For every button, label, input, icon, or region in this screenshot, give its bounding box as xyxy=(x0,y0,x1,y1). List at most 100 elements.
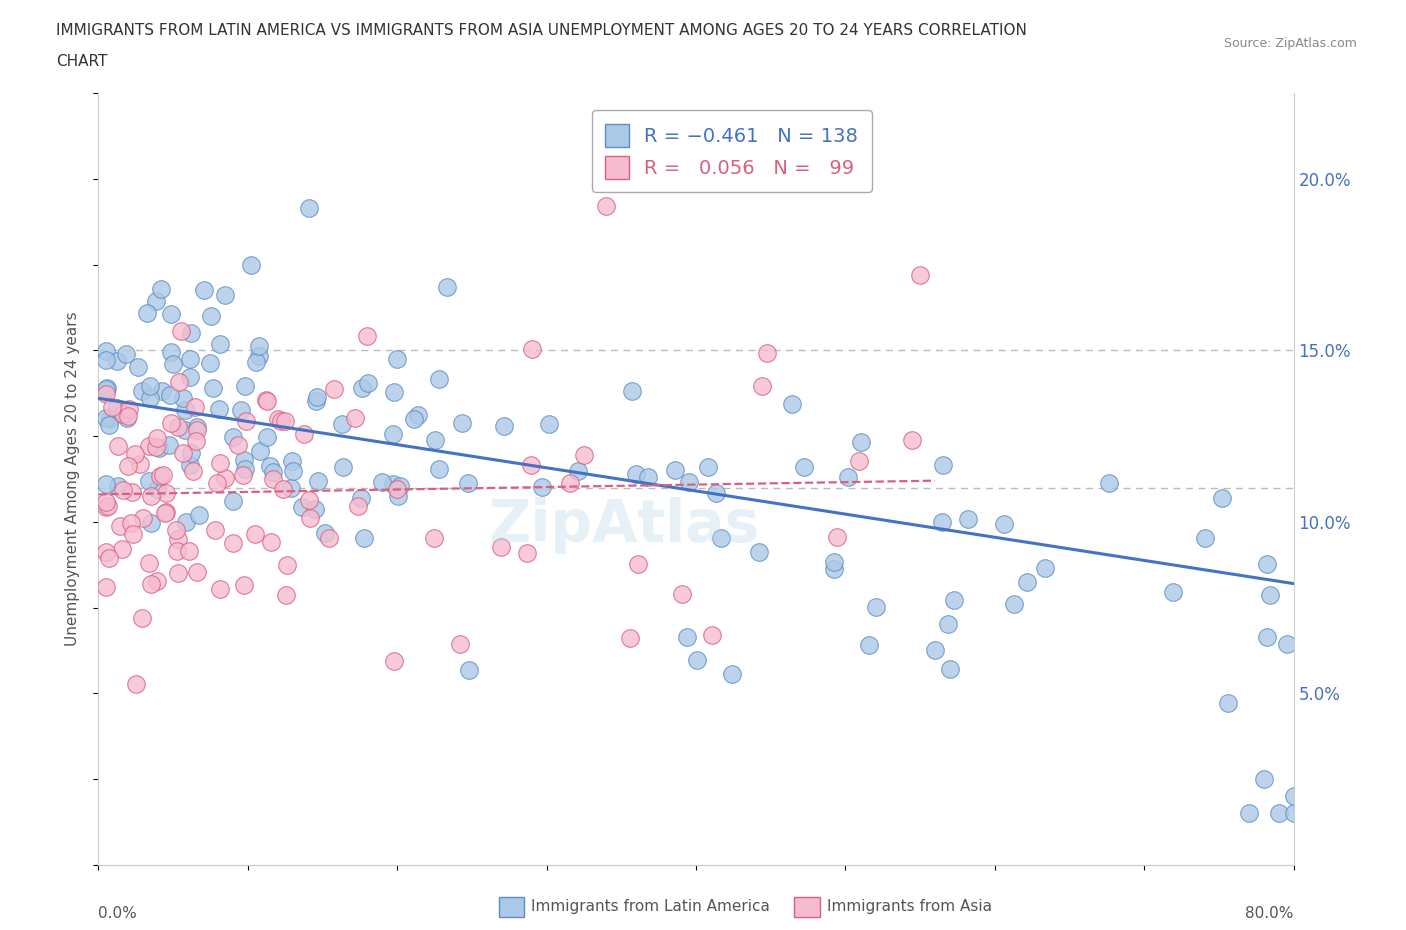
Point xyxy=(208,402,231,417)
Point xyxy=(298,200,321,215)
Point xyxy=(422,530,444,545)
Point xyxy=(100,400,122,415)
Point xyxy=(671,587,693,602)
Point xyxy=(624,467,647,482)
Point xyxy=(200,308,222,323)
Point xyxy=(94,499,117,514)
Point xyxy=(209,336,232,351)
Point xyxy=(160,416,183,431)
Point xyxy=(924,643,946,658)
Point xyxy=(131,384,153,399)
Point xyxy=(94,494,117,509)
Point xyxy=(124,446,146,461)
Point xyxy=(243,526,266,541)
Point xyxy=(1194,531,1216,546)
Point xyxy=(280,453,302,468)
Point xyxy=(273,414,295,429)
Point xyxy=(619,631,641,645)
Point xyxy=(458,663,481,678)
Point xyxy=(299,511,322,525)
Point xyxy=(260,535,283,550)
Point xyxy=(149,282,172,297)
Point xyxy=(314,525,336,540)
Point xyxy=(208,581,231,596)
Point xyxy=(141,515,163,530)
Point xyxy=(697,460,720,475)
Point xyxy=(172,391,194,405)
Point xyxy=(111,542,134,557)
Point xyxy=(97,418,120,432)
Point xyxy=(159,306,181,321)
Point xyxy=(901,432,924,447)
Point xyxy=(165,523,187,538)
Point xyxy=(167,375,190,390)
Point xyxy=(276,558,298,573)
Point xyxy=(118,402,141,417)
Point xyxy=(567,464,589,479)
Point xyxy=(179,370,201,385)
Point xyxy=(273,482,295,497)
Point xyxy=(387,481,409,496)
Point xyxy=(138,556,160,571)
Point xyxy=(146,574,169,589)
Point xyxy=(117,408,139,423)
Point xyxy=(245,355,267,370)
Point xyxy=(174,403,197,418)
Point xyxy=(94,344,117,359)
Point xyxy=(167,419,190,434)
Point xyxy=(107,353,129,368)
Point xyxy=(627,556,650,571)
Point xyxy=(115,346,138,361)
Point xyxy=(451,416,474,431)
Point xyxy=(107,479,129,494)
Point xyxy=(159,387,181,402)
Point xyxy=(1258,588,1281,603)
Text: CHART: CHART xyxy=(56,54,108,69)
Legend: R = −0.461   N = 138, R =   0.056   N =   99: R = −0.461 N = 138, R = 0.056 N = 99 xyxy=(592,111,872,193)
Point xyxy=(516,545,538,560)
Point xyxy=(153,506,176,521)
Point xyxy=(756,346,779,361)
Point xyxy=(748,544,770,559)
Text: Immigrants from Latin America: Immigrants from Latin America xyxy=(531,899,770,914)
Point xyxy=(385,352,408,366)
Point xyxy=(274,588,297,603)
Point xyxy=(188,508,211,523)
Point xyxy=(209,456,232,471)
Point xyxy=(131,611,153,626)
Point xyxy=(201,380,224,395)
Point xyxy=(436,280,458,295)
Point xyxy=(494,418,516,433)
Point xyxy=(94,545,117,560)
Point xyxy=(167,565,190,580)
Point xyxy=(94,411,117,426)
Point xyxy=(823,562,845,577)
Point xyxy=(560,476,582,491)
Point xyxy=(232,578,254,592)
Point xyxy=(793,460,815,475)
Point xyxy=(233,461,256,476)
Point xyxy=(222,493,245,508)
Point xyxy=(938,661,960,676)
Point xyxy=(94,352,117,367)
Point xyxy=(858,637,880,652)
Point xyxy=(172,445,194,460)
Point xyxy=(247,339,270,353)
Point xyxy=(139,390,162,405)
Point xyxy=(780,397,803,412)
Point xyxy=(256,393,278,408)
Point xyxy=(381,426,404,441)
Point xyxy=(247,349,270,364)
Text: IMMIGRANTS FROM LATIN AMERICA VS IMMIGRANTS FROM ASIA UNEMPLOYMENT AMONG AGES 20: IMMIGRANTS FROM LATIN AMERICA VS IMMIGRA… xyxy=(56,23,1028,38)
Point xyxy=(138,439,160,454)
Text: 80.0%: 80.0% xyxy=(1246,906,1294,921)
Point xyxy=(166,544,188,559)
Point xyxy=(249,444,271,458)
Point xyxy=(388,478,411,493)
Point xyxy=(520,341,543,356)
Point xyxy=(686,652,709,667)
Point xyxy=(139,379,162,393)
Point xyxy=(1256,630,1278,644)
Point xyxy=(993,517,1015,532)
Point xyxy=(292,427,315,442)
